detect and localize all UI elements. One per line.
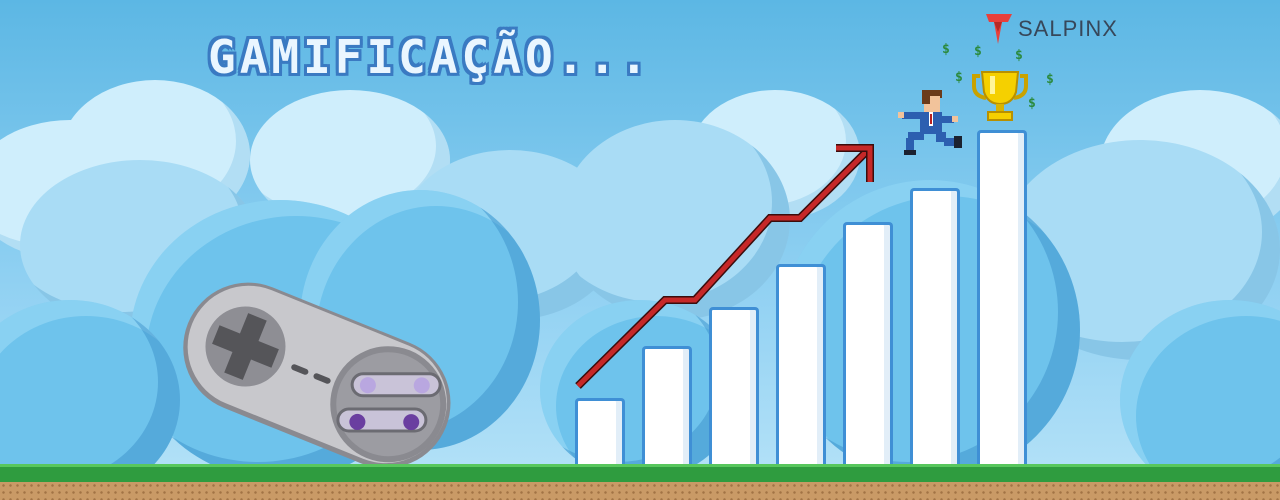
cloud bbox=[560, 120, 790, 320]
salpinx-logo[interactable]: SALPINX bbox=[984, 12, 1118, 46]
growth-bar bbox=[709, 307, 759, 469]
trophy-icon bbox=[972, 71, 1028, 121]
growth-bar bbox=[910, 188, 960, 469]
dollar-icon: $ bbox=[1015, 48, 1023, 63]
growth-bar bbox=[977, 130, 1027, 469]
snes-gamepad-icon bbox=[183, 282, 451, 469]
growth-bar bbox=[843, 222, 893, 469]
growth-bar bbox=[642, 346, 692, 469]
dollar-icon: $ bbox=[955, 70, 963, 85]
dollar-icon: $ bbox=[974, 44, 982, 59]
dirt-ground bbox=[0, 482, 1280, 500]
dollar-icon: $ bbox=[942, 42, 950, 57]
growth-bar bbox=[575, 398, 625, 469]
dollar-icon: $ bbox=[1028, 96, 1036, 111]
logo-text: SALPINX bbox=[1018, 16, 1118, 41]
dollar-icon: $ bbox=[1046, 72, 1054, 87]
businessman-running-icon bbox=[898, 90, 962, 155]
growth-bar bbox=[776, 264, 826, 469]
grass-ground bbox=[0, 464, 1280, 485]
page-title: GAMIFICAÇÃO... bbox=[208, 30, 652, 84]
salpinx-logo-icon bbox=[986, 14, 1012, 44]
